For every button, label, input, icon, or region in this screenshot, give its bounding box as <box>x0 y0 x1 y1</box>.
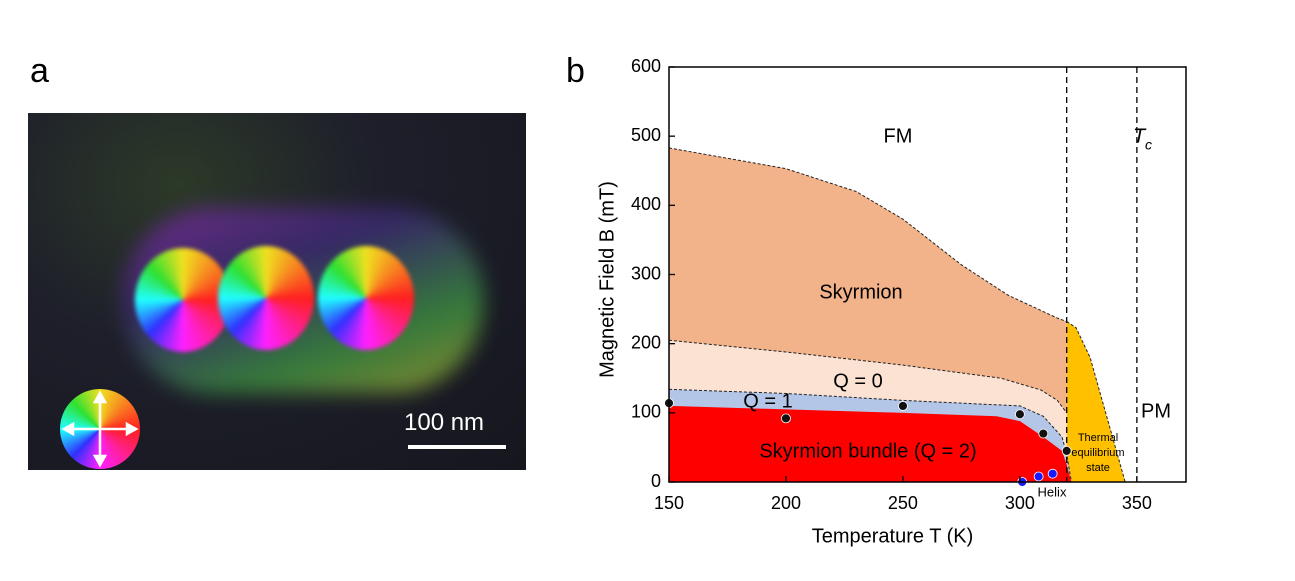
phase-boundary <box>668 388 1072 483</box>
y-tick-label: 300 <box>631 263 661 283</box>
region-label: Q = 1 <box>743 390 792 412</box>
x-axis-label: Temperature T (K) <box>812 525 974 547</box>
y-axis-label: Magnetic Field B (mT) <box>596 181 618 378</box>
tc-symbol: T <box>1133 125 1147 147</box>
lorentz-image: 100 nm <box>28 113 526 470</box>
region-label: Q = 0 <box>833 370 882 392</box>
data-point <box>1038 428 1049 439</box>
phase-boundary <box>668 147 1067 323</box>
region-label: Skyrmion bundle (Q = 2) <box>759 440 976 462</box>
y-tick-label: 500 <box>631 125 661 145</box>
x-tick-label: 150 <box>654 493 684 513</box>
region-label: equilibrium <box>1071 447 1124 459</box>
region-label: PM <box>1141 400 1171 422</box>
region-label: Skyrmion <box>819 281 902 303</box>
x-tick-label: 200 <box>771 493 801 513</box>
wheel-arrows <box>61 390 139 468</box>
data-point <box>1015 409 1025 420</box>
region-label: FM <box>884 125 913 147</box>
data-point <box>1047 468 1058 479</box>
region-label: state <box>1086 462 1110 474</box>
y-tick-label: 600 <box>631 56 661 76</box>
tc-subscript: c <box>1145 137 1152 153</box>
skyrmion-spot <box>135 248 231 352</box>
region-label: Thermal <box>1078 432 1118 444</box>
phase-boundary <box>1066 321 1126 483</box>
x-tick-label: 250 <box>888 493 918 513</box>
phase-region <box>669 405 1072 482</box>
y-tick-label: 100 <box>631 402 661 422</box>
data-point <box>1061 445 1072 456</box>
scale-bar <box>408 445 506 449</box>
panel-label: a <box>30 52 49 90</box>
x-tick-label: 350 <box>1122 493 1152 513</box>
data-point <box>781 413 791 424</box>
data-point <box>898 401 908 411</box>
y-tick-label: 0 <box>651 471 661 491</box>
panel-label: b <box>566 52 585 90</box>
phase-region <box>1066 321 1126 482</box>
x-tick-label: 300 <box>1005 493 1035 513</box>
y-tick-label: 400 <box>631 194 661 214</box>
phase-boundary <box>668 339 1068 414</box>
region-label: Helix <box>1038 484 1067 499</box>
y-tick-label: 200 <box>631 332 661 352</box>
skyrmion-spot <box>318 246 414 350</box>
data-point <box>1033 471 1044 482</box>
skyrmion-spot <box>218 246 314 350</box>
scale-bar-label: 100 nm <box>404 409 485 436</box>
